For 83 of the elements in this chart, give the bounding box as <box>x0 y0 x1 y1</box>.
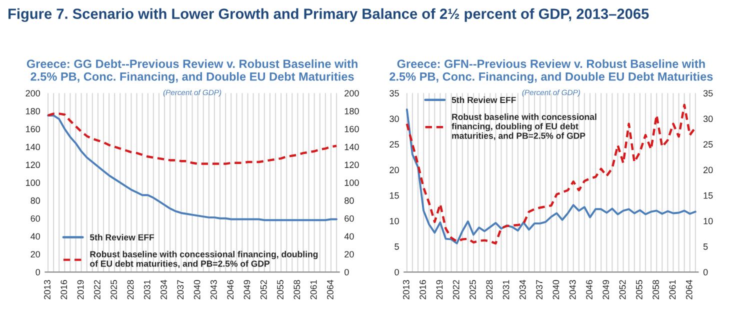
x-tick-label: 2040 <box>194 280 200 300</box>
x-tick-label: 2022 <box>452 280 460 300</box>
x-tick-label: 2013 <box>44 280 50 300</box>
x-tick-label: 2058 <box>652 280 660 300</box>
y-tick-label: 0 <box>36 268 40 276</box>
x-tick-label: 2061 <box>310 280 317 300</box>
x-tick-label: 2025 <box>110 280 118 300</box>
y2-tick-label: 200 <box>344 90 359 96</box>
y-tick-label: 30 <box>390 116 399 122</box>
y2-tick-label: 40 <box>344 233 354 240</box>
legend-label: 5th Review EFF <box>452 96 516 104</box>
legend-label: Robust baseline with concessional financing, doubling of EU debt maturities, and PB=2.5% of GDP <box>90 250 318 268</box>
y-tick-label: 20 <box>390 166 399 174</box>
y-tick-label: 140 <box>26 144 40 150</box>
line-series <box>46 112 338 165</box>
y-tick-label: 0 <box>394 268 399 276</box>
x-tick-label: 2040 <box>552 280 560 300</box>
y-tick-label: 80 <box>30 197 40 204</box>
x-tick-label: 2061 <box>669 280 676 300</box>
x-tick-label: 2049 <box>602 280 610 300</box>
legend-label: 5th Review EFF <box>90 234 154 240</box>
y2-tick-label: 35 <box>703 90 713 96</box>
y-tick-label: 10 <box>390 218 399 224</box>
y2-tick-label: 100 <box>344 180 359 186</box>
y-tick-label: 180 <box>26 108 40 114</box>
y2-tick-label: 0 <box>703 268 708 276</box>
y2-tick-label: 60 <box>344 215 354 222</box>
chart-title: Greece: GFN--Previous Review v. Robust Baseline with 2.5% PB, Conc. Financing, and Double EU Debt Maturities <box>390 59 713 84</box>
caption: Figure 7. Scenario with Lower Growth and Primary Balance of 2½ percent of GDP, 2013–2065 <box>8 8 649 22</box>
x-tick-label: 2016 <box>420 280 426 300</box>
y-tick-label: 25 <box>390 141 399 148</box>
x-tick-label: 2055 <box>277 280 284 300</box>
x-tick-label: 2016 <box>60 280 68 300</box>
x-tick-label: 2028 <box>486 280 493 300</box>
y2-tick-label: 120 <box>344 162 359 168</box>
y2-tick-label: 180 <box>344 108 359 114</box>
y-tick-label: 120 <box>26 162 40 168</box>
x-tick-label: 2025 <box>470 280 476 300</box>
y2-tick-label: 20 <box>704 166 713 174</box>
y-tick-label: 160 <box>26 126 40 132</box>
x-tick-label: 2064 <box>686 280 692 300</box>
x-tick-label: 2043 <box>210 280 217 300</box>
legend-label: Robust baseline with concessional financing, doubling of EU debt maturities, and PB=2.5% of GDP <box>452 114 596 140</box>
x-tick-label: 2022 <box>94 280 100 300</box>
x-tick-label: 2052 <box>260 280 267 300</box>
x-tick-label: 2064 <box>327 280 334 300</box>
y-tick-label: 20 <box>30 251 40 258</box>
x-tick-label: 2031 <box>144 280 150 300</box>
x-tick-label: 2037 <box>536 280 542 300</box>
x-tick-label: 2019 <box>77 280 84 300</box>
y-tick-label: 100 <box>26 180 40 186</box>
y2-tick-label: 15 <box>704 192 713 199</box>
x-tick-label: 2049 <box>244 280 250 300</box>
y2-tick-label: 80 <box>344 197 354 204</box>
x-tick-label: 2019 <box>436 280 443 300</box>
x-tick-label: 2058 <box>294 280 300 300</box>
x-tick-label: 2031 <box>502 280 510 300</box>
y2-tick-label: 30 <box>703 116 713 122</box>
y2-tick-label: 5 <box>703 244 708 250</box>
x-tick-label: 2034 <box>160 280 167 300</box>
y2-tick-label: 0 <box>344 268 349 276</box>
y2-tick-label: 10 <box>704 218 713 224</box>
y2-tick-label: 140 <box>344 144 359 150</box>
y-tick-label: 60 <box>30 215 40 222</box>
x-tick-label: 2028 <box>127 280 134 300</box>
y2-tick-label: 160 <box>344 126 359 132</box>
x-tick-label: 2046 <box>586 280 592 300</box>
x-tick-label: 2046 <box>227 280 234 300</box>
y-tick-label: 15 <box>390 192 399 199</box>
line-series <box>47 114 338 222</box>
x-tick-label: 2034 <box>519 280 526 300</box>
y2-tick-label: 25 <box>704 141 713 148</box>
y-tick-label: 35 <box>390 90 399 96</box>
y2-tick-label: 20 <box>344 251 354 258</box>
x-tick-label: 2055 <box>636 280 642 300</box>
chart-title: Greece: GG Debt--Previous Review v. Robust Baseline with 2.5% PB, Conc. Financing, and Double EU Debt Maturities <box>26 59 358 84</box>
x-tick-label: 2043 <box>569 280 576 300</box>
x-tick-label: 2013 <box>402 280 410 300</box>
x-tick-label: 2052 <box>619 280 626 300</box>
y-tick-label: 5 <box>394 244 399 250</box>
y-tick-label: 40 <box>30 233 40 240</box>
x-tick-label: 2037 <box>177 280 184 300</box>
y-tick-label: 200 <box>26 90 40 96</box>
